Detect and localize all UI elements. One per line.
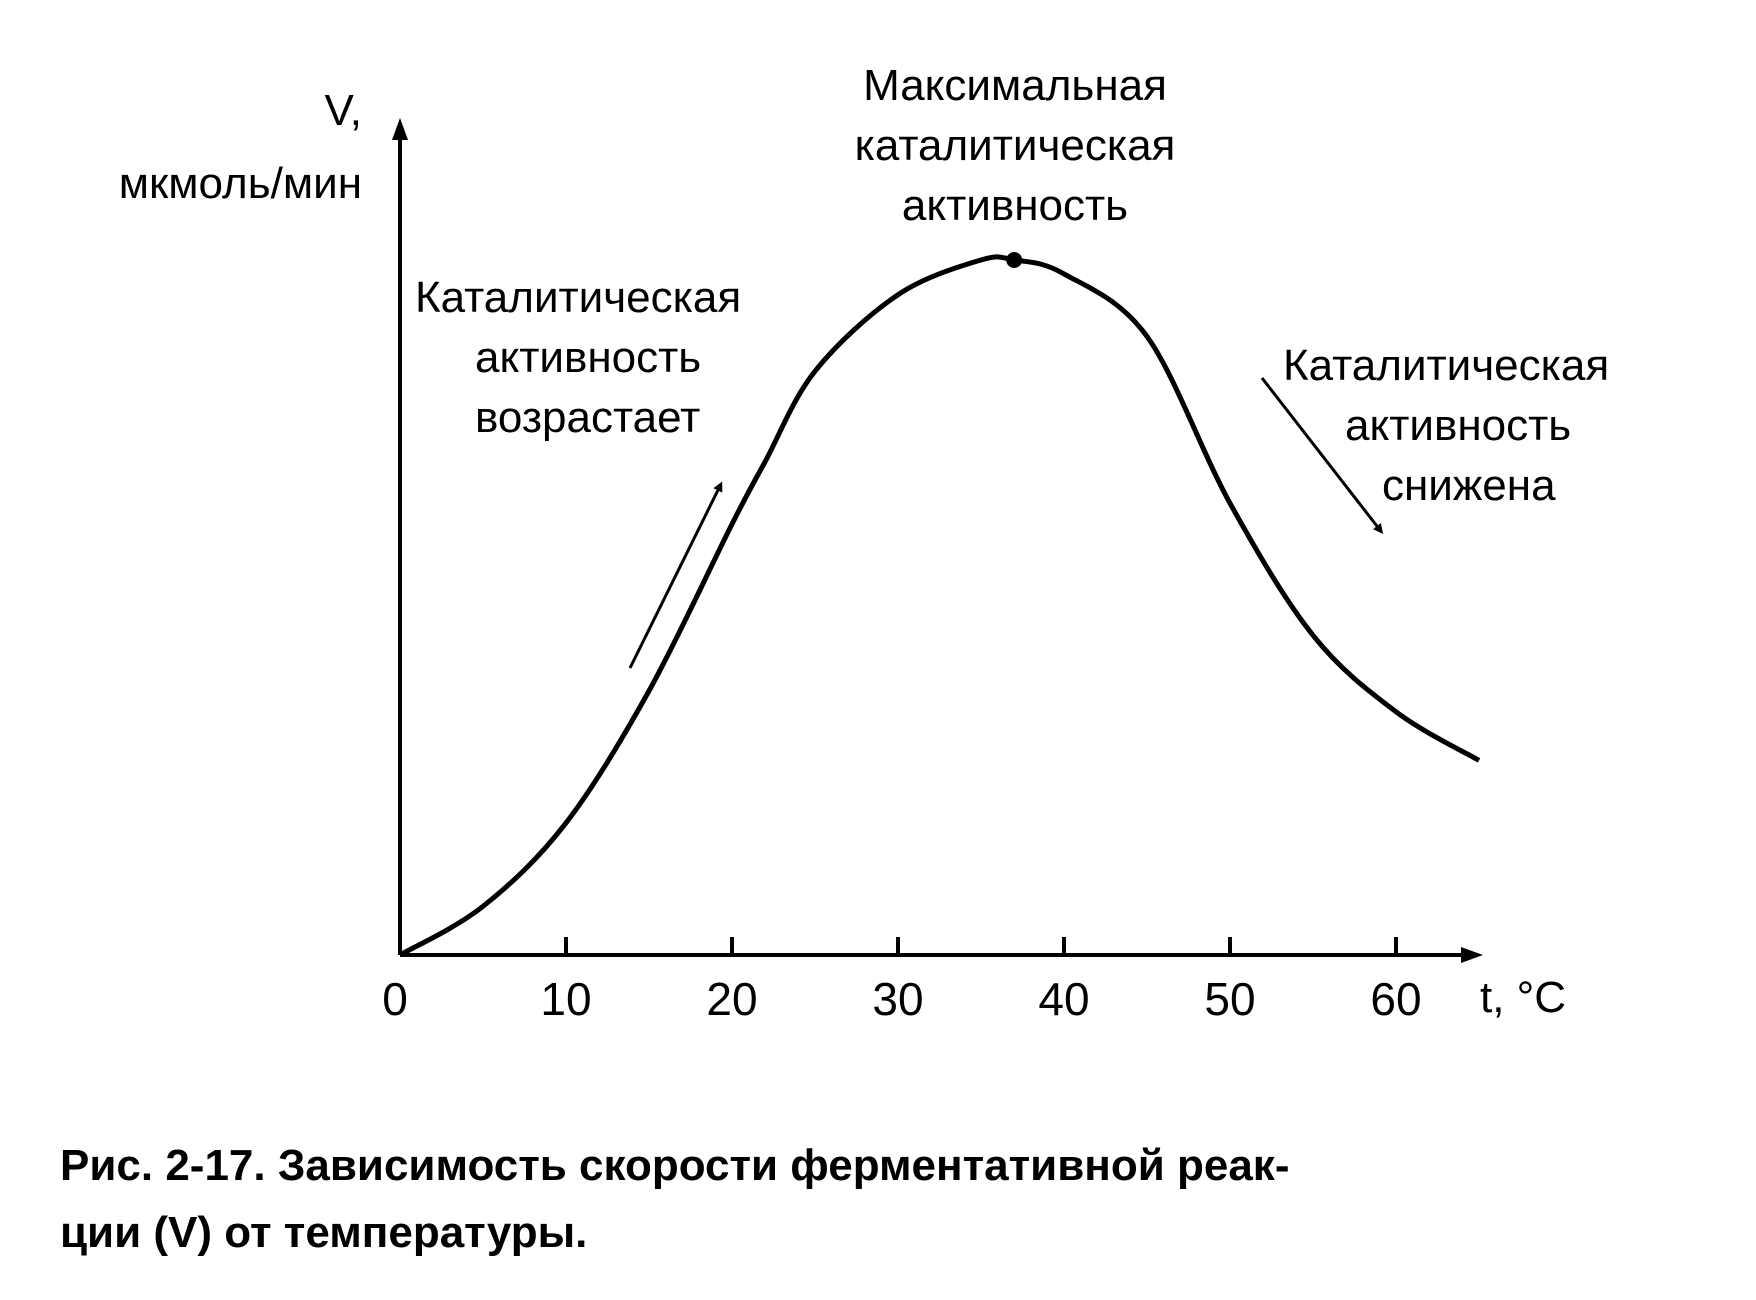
x-tick-label-40: 40 [1038,973,1089,1025]
annotation-rise-line2: активность [475,333,701,382]
axes [392,118,1483,963]
y-axis-arrow [392,118,408,140]
x-tick-labels: 0 10 20 30 40 50 60 [382,973,1421,1025]
annotation-fall-line1: Каталитическая [1283,341,1609,390]
annotation-max: Максимальная каталитическая активность [855,61,1176,230]
annotation-max-line1: Максимальная [863,61,1167,110]
peak-point [1006,252,1023,268]
rise-arrow [628,481,723,669]
annotation-max-line2: каталитическая [855,121,1176,170]
x-tick-label-30: 30 [872,973,923,1025]
annotation-fall-line3: снижена [1382,461,1556,510]
x-tick-label-60: 60 [1370,973,1421,1025]
annotation-rise-line3: возрастает [475,393,700,442]
series-line [398,254,1481,958]
annotation-fall-line2: активность [1345,401,1571,450]
x-tick-label-50: 50 [1204,973,1255,1025]
x-axis-label: t, °C [1480,973,1566,1022]
annotation-max-line3: активность [902,181,1128,230]
x-ticks [564,937,1398,955]
fall-arrow [1260,377,1384,534]
figure-caption: Рис. 2-17. Зависимость скорости фермента… [60,1141,1289,1257]
caption-line1: Рис. 2-17. Зависимость скорости фермента… [60,1141,1289,1190]
annotation-rise-line1: Каталитическая [415,273,741,322]
annotation-rise: Каталитическая активность возрастает [415,273,741,669]
x-tick-label-10: 10 [540,973,591,1025]
x-axis-arrow [1461,947,1483,963]
x-tick-label-0: 0 [382,973,408,1025]
x-tick-label-20: 20 [706,973,757,1025]
y-axis-label-line2: мкмоль/мин [119,159,362,208]
annotation-fall: Каталитическая активность снижена [1260,341,1609,534]
y-axis-label-line1: V, [324,86,362,135]
caption-line2: ции (V) от температуры. [60,1208,587,1257]
